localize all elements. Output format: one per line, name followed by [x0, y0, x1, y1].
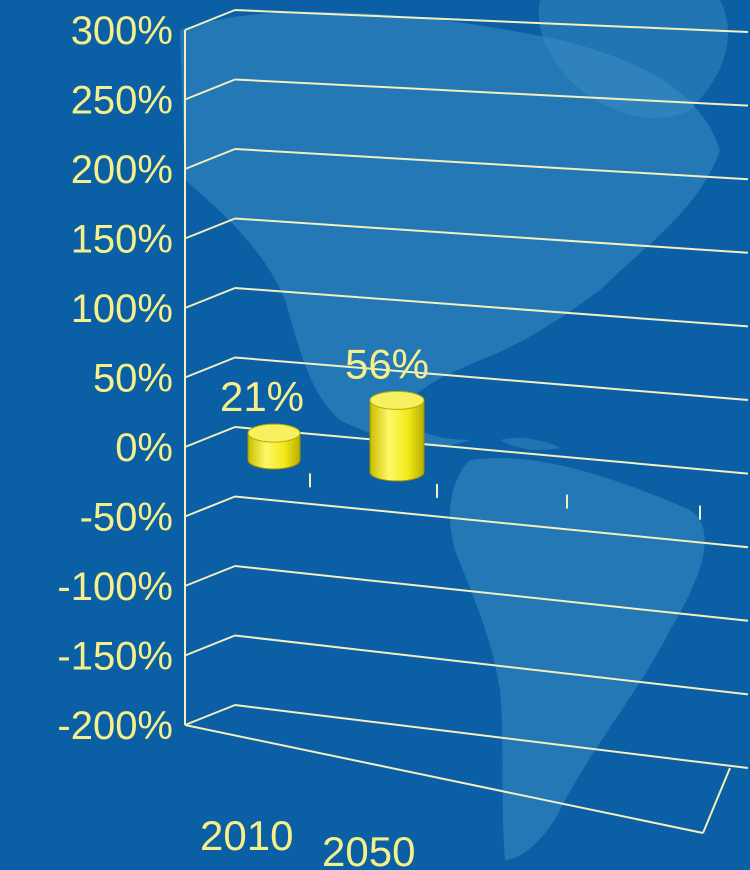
category-labels: 2010 2050: [200, 812, 415, 870]
gridline: [234, 9, 749, 33]
gridline: [234, 356, 749, 401]
bar-2050: [369, 390, 425, 482]
gridline-side: [184, 495, 236, 518]
gridline-side: [184, 9, 236, 31]
bars: [247, 390, 425, 482]
gridline: [234, 78, 749, 107]
y-tick-label: 200%: [71, 148, 173, 192]
gridline-side: [184, 356, 236, 379]
bar-2010: [247, 423, 301, 470]
gridline-side: [184, 287, 236, 309]
gridline: [234, 287, 749, 328]
y-tick-label: -150%: [57, 635, 173, 679]
gridline: [234, 148, 749, 181]
gridline-side: [184, 148, 236, 170]
floor-right-edge: [702, 767, 731, 834]
gridline-side: [184, 704, 236, 726]
bar-top: [369, 390, 425, 410]
gridline-side: [184, 565, 236, 587]
value-labels: 21% 56%: [220, 340, 429, 420]
gridline-side: [184, 634, 236, 657]
north-america-landmass: [180, 11, 720, 447]
gridline-side: [184, 426, 236, 448]
y-tick-label: 150%: [71, 218, 173, 262]
value-label: 21%: [220, 373, 304, 420]
y-tick-label: -50%: [80, 496, 173, 540]
bar-body: [247, 432, 301, 470]
bar-top: [247, 423, 301, 443]
y-tick-label: 300%: [71, 9, 173, 53]
gridline: [234, 634, 749, 696]
gridline: [234, 565, 749, 622]
gridline: [234, 704, 749, 769]
value-label: 56%: [345, 340, 429, 387]
floor-front-edge: [184, 724, 704, 834]
y-tick-label: 250%: [71, 79, 173, 123]
y-tick-label: 100%: [71, 287, 173, 331]
gridlines: [184, 9, 749, 834]
gridline: [234, 217, 749, 254]
caribbean-islands: [500, 437, 560, 450]
y-tick-label: -200%: [57, 704, 173, 748]
category-label: 2010: [200, 812, 293, 859]
south-america-landmass: [450, 458, 705, 860]
category-label: 2050: [322, 828, 415, 870]
y-tick-label: 0%: [115, 426, 173, 470]
y-tick-label: -100%: [57, 565, 173, 609]
y-tick-label: 50%: [93, 357, 173, 401]
gridline: [234, 426, 749, 475]
y-tick-labels: 300% 250% 200% 150% 100% 50% 0% -50% -100% -150% -…: [57, 9, 173, 748]
gridline-side: [184, 78, 236, 101]
gridline: [234, 495, 749, 549]
x-axis-ticks: [309, 473, 701, 520]
gridline-side: [184, 217, 236, 240]
bar-body: [369, 399, 425, 482]
